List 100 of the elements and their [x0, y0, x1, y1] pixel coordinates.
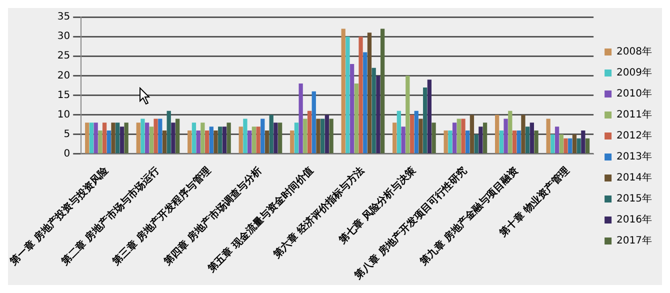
bar	[466, 130, 470, 154]
bar	[432, 122, 436, 154]
bar	[516, 130, 521, 154]
bar	[204, 130, 210, 154]
bar	[94, 122, 98, 154]
bar	[406, 76, 410, 154]
bar	[98, 130, 102, 154]
y-tick-label: 5	[64, 129, 70, 140]
legend-label: 2014年	[616, 172, 652, 184]
legend-label: 2015年	[616, 192, 652, 205]
bar	[568, 138, 572, 154]
bar	[456, 118, 461, 154]
bar	[410, 114, 414, 154]
bar	[89, 122, 94, 154]
bar	[550, 134, 555, 154]
bar	[158, 118, 162, 154]
bar	[222, 126, 227, 154]
bar	[192, 122, 196, 154]
bar	[585, 138, 590, 154]
bar	[564, 138, 568, 154]
bar	[260, 118, 265, 154]
bar	[162, 130, 167, 154]
bar	[307, 110, 312, 154]
bar	[448, 130, 452, 154]
bar	[171, 122, 176, 154]
bar	[256, 126, 260, 154]
legend-label: 2016年	[616, 214, 652, 226]
bar	[499, 130, 504, 154]
bar	[482, 122, 488, 154]
bar	[274, 122, 278, 154]
bar	[226, 122, 231, 154]
bar	[376, 76, 380, 154]
bar	[367, 32, 372, 154]
bar	[116, 122, 120, 154]
y-tick-label: 0	[64, 148, 70, 160]
y-tick-label: 25	[57, 50, 70, 62]
legend-label: 2008年	[616, 46, 652, 58]
bar	[581, 130, 586, 154]
bar	[196, 130, 200, 154]
bar	[346, 36, 350, 154]
bar	[358, 36, 363, 154]
bar	[414, 110, 418, 154]
bar	[572, 134, 577, 154]
bar	[341, 28, 346, 154]
bar	[176, 118, 180, 154]
y-tick-label: 10	[57, 109, 70, 120]
bar	[111, 122, 116, 154]
bar	[238, 126, 243, 154]
bar	[350, 64, 354, 154]
bar	[252, 126, 256, 154]
y-tick-label: 30	[57, 31, 70, 42]
bar	[303, 118, 308, 154]
bar	[444, 130, 448, 154]
bar	[248, 130, 252, 154]
legend-label: 2011年	[616, 108, 652, 121]
bar	[461, 118, 466, 154]
bar	[106, 130, 111, 154]
bar	[85, 122, 90, 154]
bar	[278, 122, 282, 154]
bar	[521, 114, 526, 154]
legend-label: 2012年	[616, 130, 652, 142]
bar	[452, 122, 457, 154]
bar	[504, 118, 508, 154]
legend-label: 2010年	[616, 88, 652, 100]
bar	[396, 110, 402, 154]
bar	[136, 122, 140, 154]
legend-label: 2013年	[616, 150, 652, 163]
bar	[145, 122, 150, 154]
bar	[316, 118, 320, 154]
bar	[363, 52, 368, 154]
bar	[526, 126, 530, 154]
bar	[218, 126, 222, 154]
bar	[418, 118, 423, 154]
bar	[427, 80, 432, 154]
bar	[554, 126, 560, 154]
bar	[530, 122, 534, 154]
bar	[320, 118, 325, 154]
bar	[534, 130, 538, 154]
legend-label: 2009年	[616, 66, 652, 79]
bar	[200, 122, 205, 154]
bar	[324, 114, 330, 154]
bar	[372, 68, 376, 154]
bar	[380, 28, 385, 154]
bar	[154, 118, 158, 154]
bar	[264, 130, 270, 154]
bar	[298, 84, 303, 154]
bar	[188, 130, 192, 154]
bar	[312, 91, 316, 154]
bar	[140, 118, 145, 154]
bar	[423, 87, 428, 154]
bar	[474, 134, 478, 154]
bar	[329, 118, 334, 154]
bar	[214, 130, 218, 154]
y-tick-label: 15	[57, 90, 70, 101]
bar	[294, 122, 299, 154]
y-tick-label: 35	[57, 12, 70, 23]
bar	[495, 114, 500, 154]
bar	[576, 138, 581, 154]
bar	[149, 126, 154, 154]
bar	[401, 126, 406, 154]
